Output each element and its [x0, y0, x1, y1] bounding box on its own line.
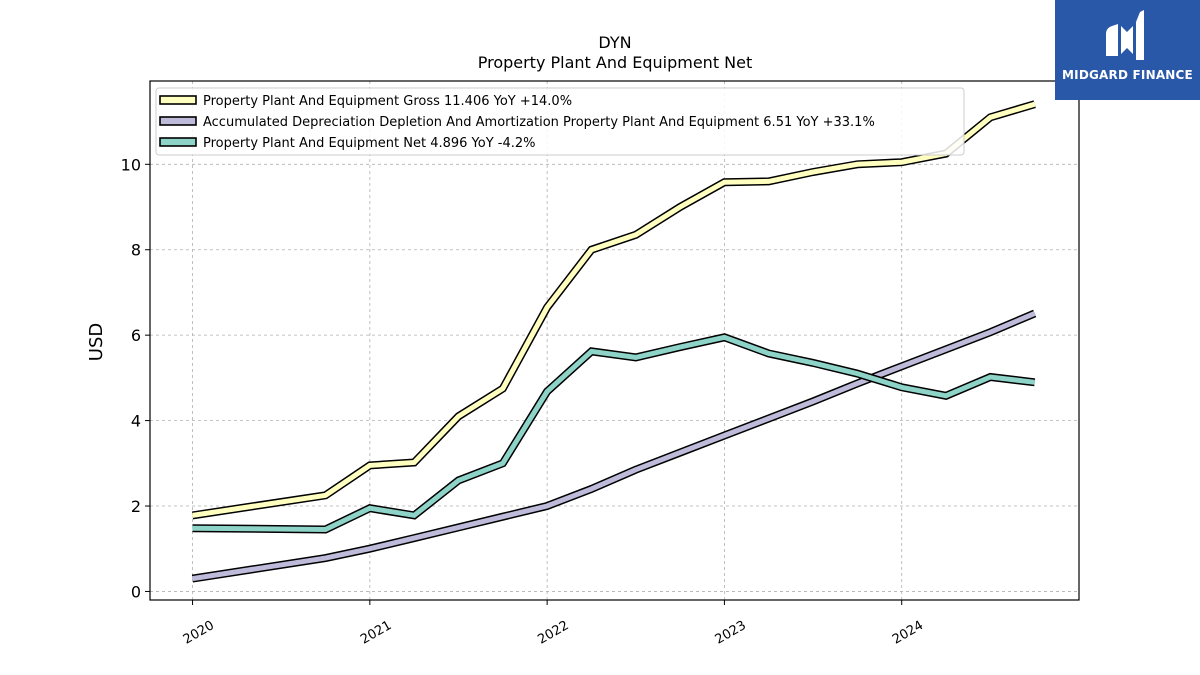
chart-subtitle: Property Plant And Equipment Net — [478, 53, 753, 72]
series-line-stroke — [192, 311, 1036, 582]
series-point — [945, 395, 947, 397]
y-tick-label: 0 — [131, 582, 141, 601]
series-point — [812, 400, 814, 402]
y-axis-label: USD — [86, 323, 107, 361]
series-line — [191, 100, 1036, 520]
series-point — [901, 161, 903, 163]
series-point — [502, 388, 504, 390]
series-point — [723, 181, 725, 183]
y-tick-label: 10 — [121, 155, 141, 174]
series-point — [192, 527, 193, 529]
series-point — [635, 469, 637, 471]
series-point — [989, 376, 991, 378]
legend-item: Property Plant And Equipment Net 4.896 Y… — [159, 136, 536, 151]
series-point — [945, 348, 947, 350]
series-point — [1034, 381, 1036, 383]
series-point — [723, 435, 725, 436]
series-point — [812, 171, 814, 173]
y-tick-label: 8 — [131, 241, 141, 260]
legend-swatch — [159, 95, 197, 105]
series-point — [856, 373, 858, 375]
series-point — [546, 306, 548, 308]
series-point — [325, 529, 326, 530]
series-point — [192, 514, 193, 516]
legend-item: Property Plant And Equipment Gross 11.40… — [159, 94, 572, 109]
series-point — [679, 452, 681, 454]
series-point — [502, 516, 504, 518]
series-point — [546, 391, 548, 392]
legend-box — [155, 87, 965, 156]
legend-swatch — [159, 116, 197, 126]
series-point — [458, 415, 459, 417]
series-point — [591, 249, 592, 251]
series-point — [413, 514, 415, 516]
series-point — [1034, 312, 1036, 314]
x-tick-label: 2020 — [181, 618, 217, 648]
x-tick-label: 2024 — [890, 618, 926, 648]
series-point — [591, 350, 592, 352]
series-point — [901, 365, 903, 367]
series-layer — [191, 100, 1037, 583]
series-point — [679, 206, 681, 208]
series-point — [502, 462, 504, 464]
legend-label: Property Plant And Equipment Gross 11.40… — [203, 94, 572, 109]
series-point — [723, 336, 725, 338]
midgard-logo-icon — [1106, 10, 1144, 60]
series-point — [635, 356, 637, 358]
series-point — [369, 464, 371, 466]
series-point — [989, 116, 991, 118]
series-point — [458, 479, 459, 481]
series-point — [192, 578, 193, 580]
series-point — [812, 362, 814, 364]
series-point — [679, 346, 681, 348]
series-point — [546, 505, 548, 507]
series-point — [1034, 103, 1036, 105]
series-point — [369, 548, 371, 550]
series-point — [856, 382, 858, 384]
series-line-stroke — [192, 334, 1035, 533]
series-point — [325, 494, 326, 496]
series-point — [458, 526, 459, 528]
y-tick-label: 4 — [131, 412, 141, 431]
series-line — [191, 309, 1037, 583]
legend-swatch — [159, 137, 197, 147]
series-point — [856, 163, 858, 165]
series-point — [325, 557, 326, 559]
series-point — [901, 386, 903, 388]
plot-frame — [149, 80, 1080, 601]
legend-item: Accumulated Depreciation Depletion And A… — [159, 115, 875, 130]
series-point — [768, 353, 770, 354]
chart-title: DYN — [598, 33, 631, 52]
series-point — [989, 331, 991, 333]
legend-label: Property Plant And Equipment Net 4.896 Y… — [203, 136, 536, 151]
grid-layer — [150, 81, 1079, 600]
series-line-stroke — [192, 101, 1036, 518]
legend-label: Accumulated Depreciation Depletion And A… — [203, 115, 875, 130]
y-tick-label: 6 — [131, 326, 141, 345]
series-point — [768, 418, 770, 419]
x-tick-label: 2021 — [358, 618, 394, 648]
series-point — [413, 462, 415, 463]
legend: Property Plant And Equipment Gross 11.40… — [155, 87, 965, 156]
series-point — [768, 180, 770, 182]
series-point — [635, 234, 637, 236]
x-tick-label: 2022 — [535, 618, 571, 648]
y-tick-label: 2 — [131, 497, 141, 516]
series-point — [413, 537, 415, 539]
series-point — [369, 507, 371, 509]
series-line-outline — [191, 100, 1036, 520]
x-tick-label: 2023 — [713, 618, 749, 648]
series-point — [591, 488, 592, 490]
brand-name: MIDGARD FINANCE — [1062, 68, 1193, 82]
brand-logo: MIDGARD FINANCE — [1055, 0, 1200, 100]
series-line — [192, 333, 1036, 534]
